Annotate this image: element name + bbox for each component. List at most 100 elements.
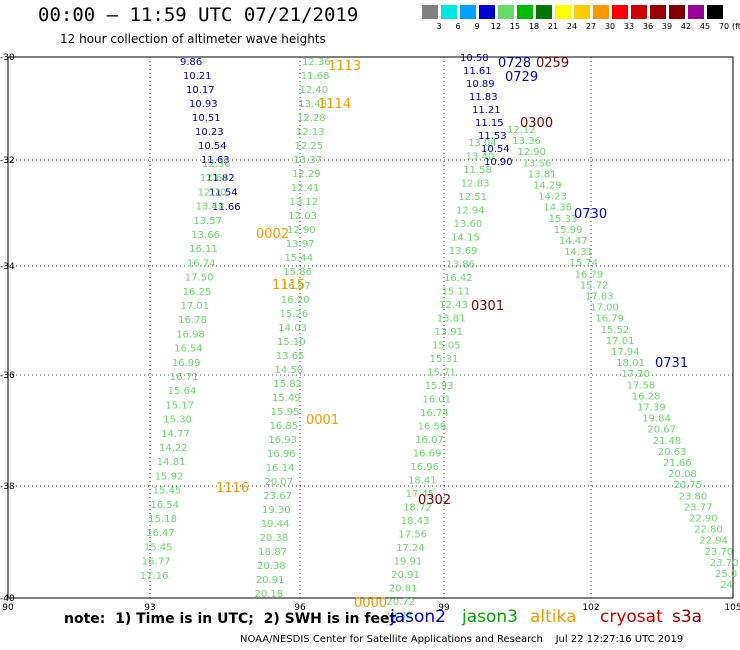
wave-height-value: 23.70 (710, 558, 739, 569)
wave-height-value: 13.57 (193, 216, 222, 227)
wave-height-value: 16.96 (410, 462, 439, 473)
legend-value-label: 45 (699, 22, 711, 31)
pass-time-label: 0300 (520, 116, 553, 131)
latitude-labels: -30 -32 -34 -36 -38 -40 (0, 53, 15, 604)
wave-height-value: 17.00 (590, 303, 619, 314)
wave-height-value: 16.25 (183, 287, 212, 298)
wave-height-value: 18.72 (403, 503, 432, 514)
wave-height-value: 12.51 (458, 192, 487, 203)
wave-height-value: 15.17 (165, 400, 194, 411)
wave-height-value: 10.54 (198, 141, 227, 152)
map-border (7, 56, 734, 599)
pass-time-label: 0731 (655, 356, 688, 371)
wave-height-value: 12.90 (287, 225, 316, 236)
wave-height-value: 13.65 (276, 351, 305, 362)
mission-label-cryosat: cryosat (600, 607, 663, 627)
legend-swatch (650, 5, 666, 19)
wave-height-value: 13.40 (466, 152, 495, 163)
wave-height-value: 10.21 (183, 71, 212, 82)
wave-height-value: 13.91 (434, 327, 463, 338)
pass-time-label: 0002 (256, 227, 289, 242)
wave-height-value: 25.0 (715, 569, 737, 580)
wave-height-value: 11.66 (212, 202, 241, 213)
wave-height-value: 19.91 (394, 557, 423, 568)
wave-height-value: 14.36 (543, 203, 572, 214)
wave-height-value: 16.74 (187, 258, 216, 269)
longitude-label: 102 (582, 603, 599, 613)
pass-time-label: 1116 (216, 481, 249, 496)
wave-height-value: 13.81 (528, 169, 557, 180)
latitude-label: -38 (0, 482, 15, 492)
wave-height-value: 13.04 (468, 138, 497, 149)
wave-height-value: 15.26 (280, 309, 309, 320)
wave-height-value: 15.72 (580, 280, 609, 291)
wave-height-value: 12.29 (292, 169, 321, 180)
pass-time-label: 0000 (354, 596, 387, 611)
wave-height-value: 11.21 (472, 105, 501, 116)
pass-time-label: 0301 (471, 299, 504, 314)
wave-height-value: 14.50 (275, 365, 304, 376)
wave-height-value: 22.90 (689, 514, 718, 525)
wave-height-value: 16.14 (266, 463, 295, 474)
wave-height-value: 20.81 (389, 584, 418, 595)
wave-height-value: 11.15 (475, 118, 504, 129)
wave-height-value: 17.56 (398, 530, 427, 541)
wave-height-value: 19.44 (261, 519, 290, 530)
wave-height-value: 16.74 (420, 408, 449, 419)
wave-height-value: 17.16 (140, 571, 169, 582)
wave-height-value: 12.25 (295, 141, 324, 152)
wave-height-value: 16.59 (418, 422, 447, 433)
wave-height-value: 10.17 (186, 85, 215, 96)
wave-height-value: 19.84 (642, 414, 671, 425)
wave-height-value: 13.12 (290, 197, 319, 208)
wave-height-value: 16.54 (174, 344, 203, 355)
wave-height-value: 20.38 (257, 561, 286, 572)
wave-height-value: 19.30 (262, 505, 291, 516)
wave-height-value: 16.69 (413, 449, 442, 460)
legend-swatch (555, 5, 571, 19)
wave-height-value: 11.54 (209, 188, 238, 199)
legend-value-label: (ft) (731, 22, 740, 31)
wave-height-value: 11.82 (206, 173, 235, 184)
wave-height-value: 14.03 (278, 323, 307, 334)
wave-height-value: 20.18 (255, 589, 284, 600)
pass-time-label: 0302 (418, 493, 451, 508)
wave-height-value: 23.80 (679, 491, 708, 502)
mission-label-altika: altika (530, 607, 577, 627)
wave-height-value: 11.83 (469, 92, 498, 103)
wave-height-value: 12.90 (517, 147, 546, 158)
wave-height-value: 14.22 (159, 443, 188, 454)
latitude-label: -34 (0, 262, 15, 272)
wave-height-value: 20.75 (673, 480, 702, 491)
wave-height-value: 15.74 (569, 258, 598, 269)
wave-height-value: 13.56 (523, 158, 552, 169)
wave-height-value: 16.79 (575, 269, 604, 280)
longitude-label: 99 (438, 603, 450, 613)
wave-height-value: 21.48 (653, 436, 682, 447)
wave-height-value: 15.99 (554, 225, 583, 236)
longitude-labels: 90 93 96 99 102 105 (2, 603, 740, 613)
wave-height-value: 12.94 (456, 206, 485, 217)
wave-height-value: 20.72 (386, 597, 415, 608)
wave-height-value: 16.77 (142, 557, 171, 568)
wave-height-value: 23.67 (263, 491, 292, 502)
legend-value-label: 21 (547, 22, 559, 31)
wave-height-value: 13.97 (286, 239, 315, 250)
wave-height-value: 10.23 (195, 127, 224, 138)
wave-height-value: 17.01 (181, 301, 210, 312)
legend-swatch (669, 5, 685, 19)
legend-value-label: 36 (642, 22, 654, 31)
map-title: 00:00 – 11:59 UTC 07/21/2019 (38, 4, 359, 26)
wave-height-value: 16.28 (632, 391, 661, 402)
wave-height-value: 12.61 (200, 173, 229, 184)
wave-height-value: 16.07 (415, 435, 444, 446)
note-text: note: 1) Time is in UTC; 2) SWH is in fe… (64, 611, 397, 627)
wave-height-value: 16.98 (176, 329, 205, 340)
legend-swatch (498, 5, 514, 19)
wave-height-value: 17.45 (406, 489, 435, 500)
pass-time-label: 1115 (272, 278, 305, 293)
wave-height-value: 12.40 (300, 85, 329, 96)
wave-height-value: 10.51 (192, 113, 221, 124)
wave-height-value: 17.83 (585, 292, 614, 303)
legend-swatch (517, 5, 533, 19)
